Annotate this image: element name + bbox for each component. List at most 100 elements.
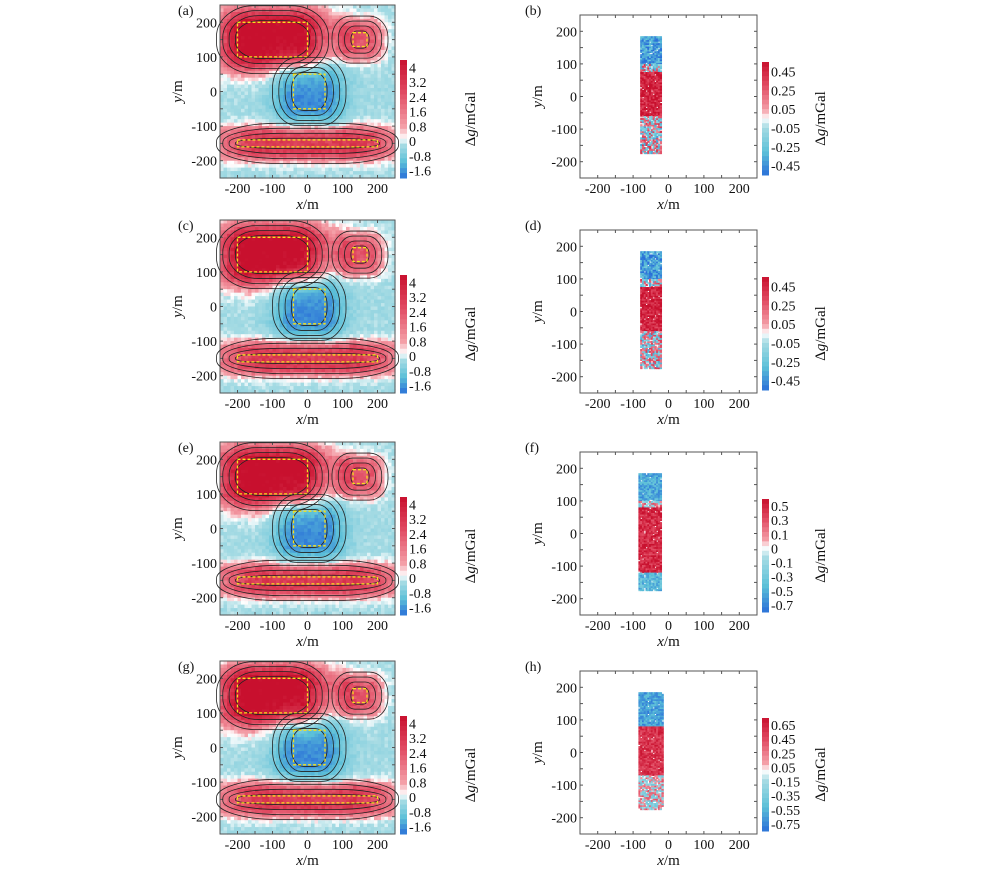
heatmap-cell <box>258 67 263 72</box>
heatmap-cell <box>325 22 330 27</box>
heatmap-cell <box>360 8 365 13</box>
heatmap-cell <box>321 303 326 308</box>
residual-cell <box>652 41 655 44</box>
heatmap-cell <box>328 122 333 127</box>
heatmap-cell <box>363 171 368 176</box>
y-tick-label: -200 <box>191 155 217 170</box>
heatmap-cell <box>234 330 239 335</box>
heatmap-cell <box>234 63 239 68</box>
heatmap-cell <box>220 351 225 356</box>
heatmap-cell <box>349 11 354 16</box>
heatmap-cell <box>363 11 368 16</box>
heatmap-cell <box>279 63 284 68</box>
heatmap-cell <box>307 309 312 315</box>
heatmap-cell <box>279 15 284 20</box>
heatmap-cell <box>293 39 298 44</box>
heatmap-cell <box>325 105 330 110</box>
residual-cell <box>640 49 643 52</box>
heatmap-cell <box>346 133 351 138</box>
heatmap-cell <box>234 271 239 276</box>
x-axis-label: x/m <box>656 197 680 213</box>
heatmap-cell <box>314 223 319 228</box>
heatmap-cell <box>248 119 253 124</box>
residual-cell <box>657 132 661 135</box>
heatmap-cell <box>311 43 316 48</box>
heatmap-cell <box>332 74 337 79</box>
heatmap-cell <box>244 94 249 100</box>
heatmap-cell <box>227 129 232 134</box>
heatmap-cell <box>325 29 330 34</box>
heatmap-cell <box>311 129 316 134</box>
heatmap-cell <box>227 223 232 228</box>
heatmap-cell <box>321 368 326 373</box>
heatmap-cell <box>311 150 316 155</box>
residual-cell <box>645 47 648 50</box>
residual-cell <box>641 41 645 44</box>
heatmap-cell <box>230 36 235 41</box>
heatmap-cell <box>384 164 389 169</box>
heatmap-cell <box>346 84 351 89</box>
heatmap-cell <box>349 150 354 155</box>
heatmap-cell <box>384 32 389 37</box>
heatmap-cell <box>328 11 333 16</box>
heatmap-cell <box>234 303 239 308</box>
heatmap-cell <box>314 67 319 72</box>
residual-cell <box>640 44 643 47</box>
heatmap-cell <box>328 105 333 110</box>
residual-cell <box>656 93 659 96</box>
heatmap-cell <box>241 22 246 27</box>
heatmap-cell <box>321 258 326 263</box>
heatmap-cell <box>244 220 249 225</box>
heatmap-cell <box>237 341 242 346</box>
heatmap-cell <box>297 223 302 228</box>
heatmap-cell <box>356 43 361 48</box>
heatmap-cell <box>248 354 253 359</box>
residual-cell <box>645 99 648 102</box>
heatmap-cell <box>262 386 267 391</box>
heatmap-cell <box>342 115 347 120</box>
residual-cell <box>656 112 659 116</box>
heatmap-cell <box>248 67 253 72</box>
heatmap-cell <box>367 74 372 79</box>
heatmap-cell <box>276 174 281 179</box>
heatmap-cell <box>248 77 253 82</box>
residual-cell <box>652 148 655 151</box>
heatmap-cell <box>283 112 288 117</box>
heatmap-cell <box>241 358 246 363</box>
contour-line <box>228 132 387 154</box>
heatmap-cell <box>370 153 375 158</box>
heatmap-cell <box>297 323 302 328</box>
heatmap-cell <box>318 67 323 72</box>
residual-cell <box>650 112 654 116</box>
heatmap-cell <box>237 67 242 72</box>
heatmap-cell <box>304 379 309 384</box>
heatmap-cell <box>349 56 354 61</box>
colorbar-segment <box>400 84 407 90</box>
heatmap-cell <box>258 5 263 10</box>
heatmap-cell <box>360 56 365 61</box>
heatmap-cell <box>237 379 242 384</box>
residual-cell <box>659 107 663 111</box>
heatmap-cell <box>269 226 274 231</box>
heatmap-cell <box>248 341 253 346</box>
heatmap-cell <box>391 43 396 48</box>
heatmap-cell <box>255 292 260 297</box>
heatmap-cell <box>328 91 333 96</box>
heatmap-cell <box>290 220 295 225</box>
heatmap-cell <box>241 25 246 30</box>
heatmap-cell <box>248 306 253 311</box>
residual-cell <box>649 106 652 109</box>
heatmap-cell <box>276 313 281 318</box>
heatmap-cell <box>293 139 298 144</box>
heatmap-cell <box>286 337 291 342</box>
residual-cell <box>647 52 650 55</box>
residual-cell <box>640 89 643 93</box>
heatmap-cell <box>293 81 298 86</box>
heatmap-cell <box>220 119 225 124</box>
heatmap-cell <box>286 122 291 127</box>
residual-cell <box>652 54 655 57</box>
heatmap-cell <box>276 278 281 283</box>
heatmap-cell <box>300 223 305 228</box>
heatmap-cell <box>258 98 263 103</box>
heatmap-cell <box>241 171 246 176</box>
